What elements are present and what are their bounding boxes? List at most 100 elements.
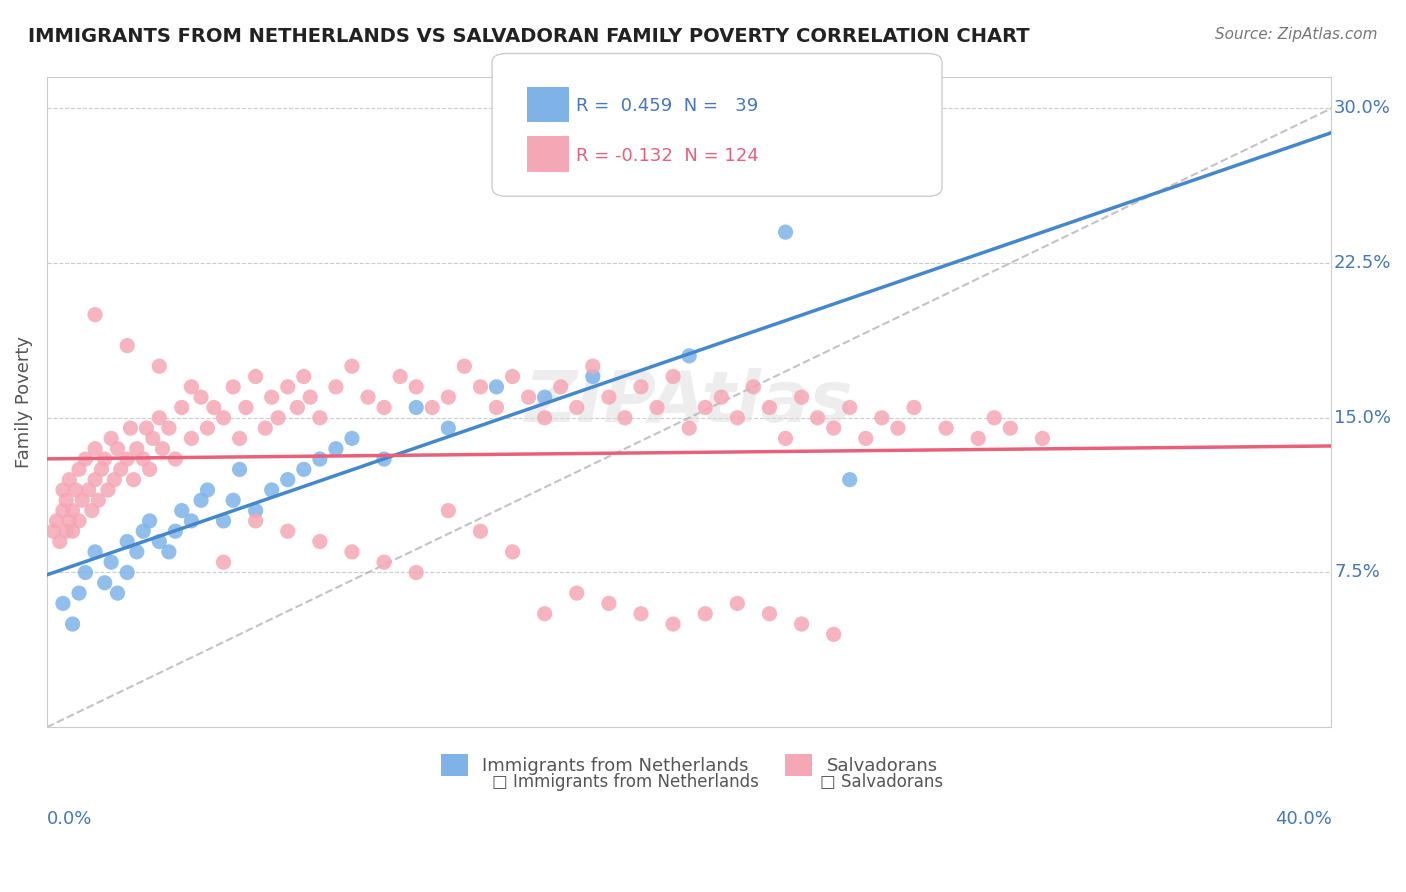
Text: ZIPAtlas: ZIPAtlas	[524, 368, 853, 437]
Point	[582, 359, 605, 374]
Point	[148, 410, 170, 425]
Point	[967, 431, 990, 445]
Point	[678, 421, 700, 435]
Point	[373, 452, 395, 467]
Point	[70, 493, 93, 508]
Point	[357, 390, 380, 404]
Point	[157, 545, 180, 559]
Point	[165, 524, 187, 539]
Point	[235, 401, 257, 415]
Point	[807, 410, 830, 425]
Point	[180, 431, 202, 445]
Point	[212, 555, 235, 569]
Point	[470, 524, 492, 539]
Point	[100, 555, 122, 569]
Point	[65, 483, 87, 497]
Point	[565, 401, 588, 415]
Point	[630, 607, 652, 621]
Point	[222, 493, 245, 508]
Point	[55, 493, 77, 508]
Point	[170, 401, 193, 415]
Point	[340, 431, 363, 445]
Point	[157, 421, 180, 435]
Point	[775, 431, 797, 445]
Point	[222, 380, 245, 394]
Point	[790, 390, 813, 404]
Point	[983, 410, 1005, 425]
Point	[903, 401, 925, 415]
Point	[97, 483, 120, 497]
Point	[308, 534, 330, 549]
Point	[470, 380, 492, 394]
Point	[80, 503, 103, 517]
Point	[45, 514, 67, 528]
Point	[142, 431, 165, 445]
Text: 7.5%: 7.5%	[1334, 564, 1379, 582]
Point	[132, 452, 155, 467]
Text: 30.0%: 30.0%	[1334, 99, 1391, 118]
Point	[93, 452, 115, 467]
Point	[67, 586, 90, 600]
Point	[120, 421, 142, 435]
Point	[122, 473, 145, 487]
Point	[485, 380, 508, 394]
Point	[110, 462, 132, 476]
Point	[1031, 431, 1053, 445]
Point	[662, 617, 685, 632]
Point	[373, 555, 395, 569]
Text: □ Immigrants from Netherlands: □ Immigrants from Netherlands	[492, 772, 758, 790]
Point	[550, 380, 572, 394]
Point	[75, 452, 97, 467]
Point	[287, 401, 309, 415]
Text: IMMIGRANTS FROM NETHERLANDS VS SALVADORAN FAMILY POVERTY CORRELATION CHART: IMMIGRANTS FROM NETHERLANDS VS SALVADORA…	[28, 27, 1029, 45]
Point	[180, 380, 202, 394]
Point	[58, 514, 80, 528]
Point	[502, 545, 524, 559]
Point	[84, 442, 107, 456]
Point	[197, 421, 219, 435]
Point	[93, 575, 115, 590]
Point	[228, 431, 250, 445]
Point	[613, 410, 636, 425]
Text: R =  0.459  N =   39: R = 0.459 N = 39	[576, 97, 759, 115]
Point	[725, 596, 748, 610]
Point	[55, 524, 77, 539]
Point	[533, 607, 555, 621]
Point	[245, 369, 267, 384]
Text: □ Salvadorans: □ Salvadorans	[820, 772, 943, 790]
Point	[138, 462, 160, 476]
Point	[887, 421, 910, 435]
Point	[742, 380, 765, 394]
Text: R = -0.132  N = 124: R = -0.132 N = 124	[576, 147, 759, 165]
Point	[190, 390, 212, 404]
Text: 0.0%: 0.0%	[46, 810, 93, 828]
Point	[84, 308, 107, 322]
Point	[58, 473, 80, 487]
Point	[260, 483, 283, 497]
Point	[132, 524, 155, 539]
Point	[437, 390, 460, 404]
Point	[180, 514, 202, 528]
Point	[598, 596, 620, 610]
Point	[103, 473, 125, 487]
Point	[148, 359, 170, 374]
Point	[62, 524, 84, 539]
Point	[645, 401, 668, 415]
Point	[340, 545, 363, 559]
Point	[838, 401, 860, 415]
Point	[75, 566, 97, 580]
Point	[823, 421, 845, 435]
Point	[1000, 421, 1022, 435]
Point	[758, 401, 780, 415]
Point	[245, 503, 267, 517]
Point	[62, 617, 84, 632]
Point	[165, 452, 187, 467]
Point	[678, 349, 700, 363]
Point	[115, 534, 138, 549]
Point	[107, 586, 129, 600]
Point	[405, 566, 427, 580]
Point	[245, 514, 267, 528]
Point	[62, 503, 84, 517]
Point	[115, 452, 138, 467]
Point	[533, 410, 555, 425]
